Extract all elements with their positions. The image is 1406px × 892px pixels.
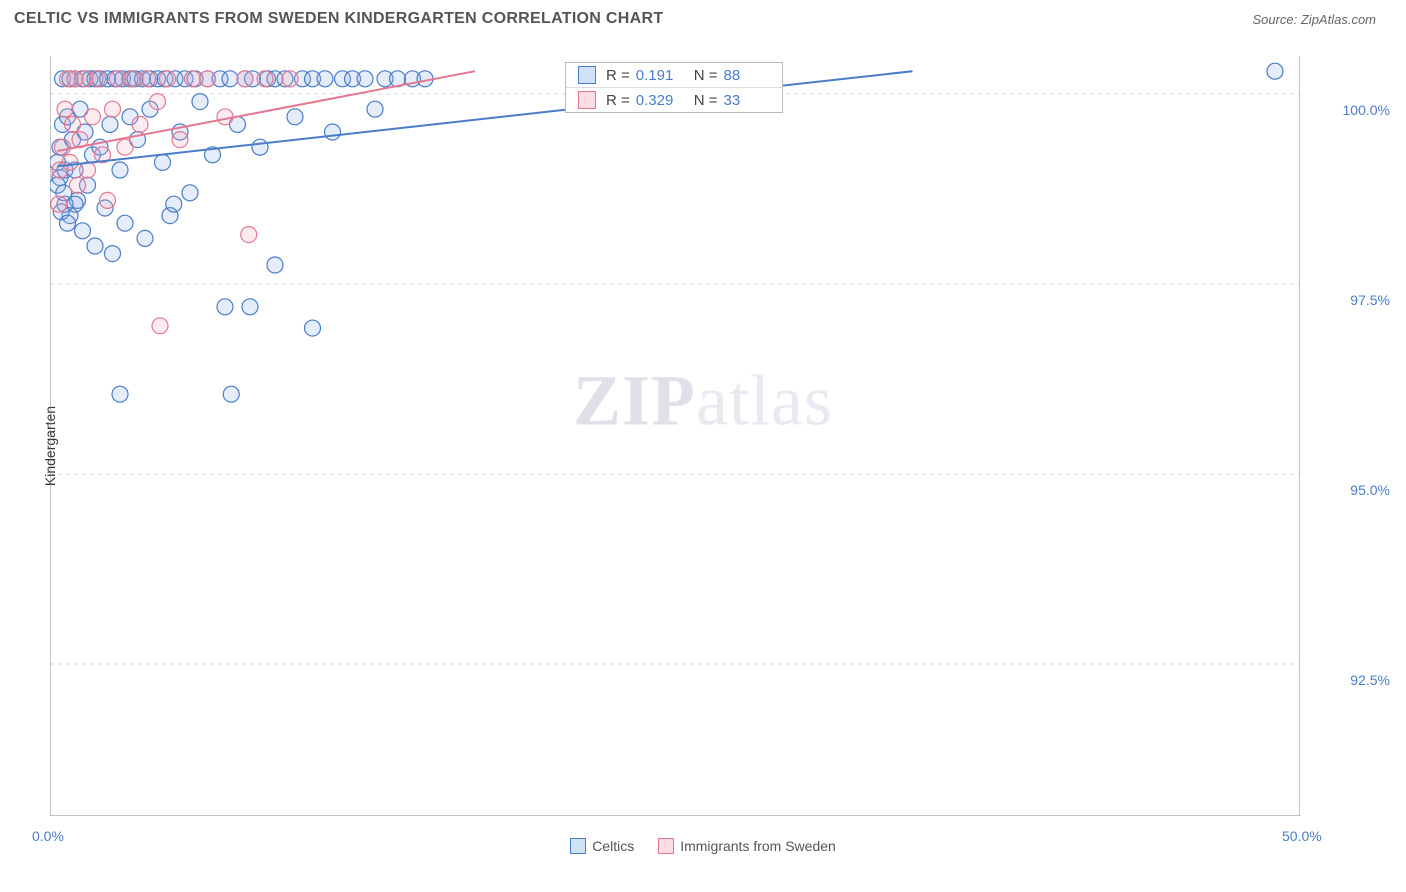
- header: CELTIC VS IMMIGRANTS FROM SWEDEN KINDERG…: [0, 0, 1406, 34]
- y-tick-labels: 92.5% 95.0% 97.5% 100.0%: [1310, 56, 1390, 816]
- r-label: R =: [606, 67, 630, 84]
- n-value: 33: [724, 92, 770, 109]
- legend-swatch: [578, 91, 596, 109]
- legend-item: Celtics: [570, 838, 634, 854]
- y-tick-label: 95.0%: [1350, 482, 1390, 498]
- chart-title: CELTIC VS IMMIGRANTS FROM SWEDEN KINDERG…: [14, 10, 663, 28]
- chart-container: CELTIC VS IMMIGRANTS FROM SWEDEN KINDERG…: [0, 0, 1406, 892]
- series-legend: Celtics Immigrants from Sweden: [0, 838, 1406, 857]
- legend-label: Celtics: [592, 838, 634, 854]
- n-label: N =: [694, 92, 718, 109]
- plot-area: [50, 56, 1300, 816]
- legend-swatch: [570, 838, 586, 854]
- legend-swatch: [658, 838, 674, 854]
- legend-item: Immigrants from Sweden: [658, 838, 836, 854]
- r-value: 0.329: [636, 92, 682, 109]
- correlation-legend-row: R = 0.191 N = 88: [566, 63, 782, 88]
- y-tick-label: 100.0%: [1343, 102, 1390, 118]
- r-label: R =: [606, 92, 630, 109]
- y-tick-label: 97.5%: [1350, 292, 1390, 308]
- plot-svg: [50, 56, 1300, 816]
- n-value: 88: [724, 67, 770, 84]
- n-label: N =: [694, 67, 718, 84]
- correlation-legend-row: R = 0.329 N = 33: [566, 88, 782, 112]
- correlation-legend: R = 0.191 N = 88 R = 0.329 N = 33: [565, 62, 783, 113]
- legend-swatch: [578, 66, 596, 84]
- r-value: 0.191: [636, 67, 682, 84]
- y-tick-label: 92.5%: [1350, 672, 1390, 688]
- legend-label: Immigrants from Sweden: [680, 838, 836, 854]
- source-label: Source: ZipAtlas.com: [1252, 12, 1376, 27]
